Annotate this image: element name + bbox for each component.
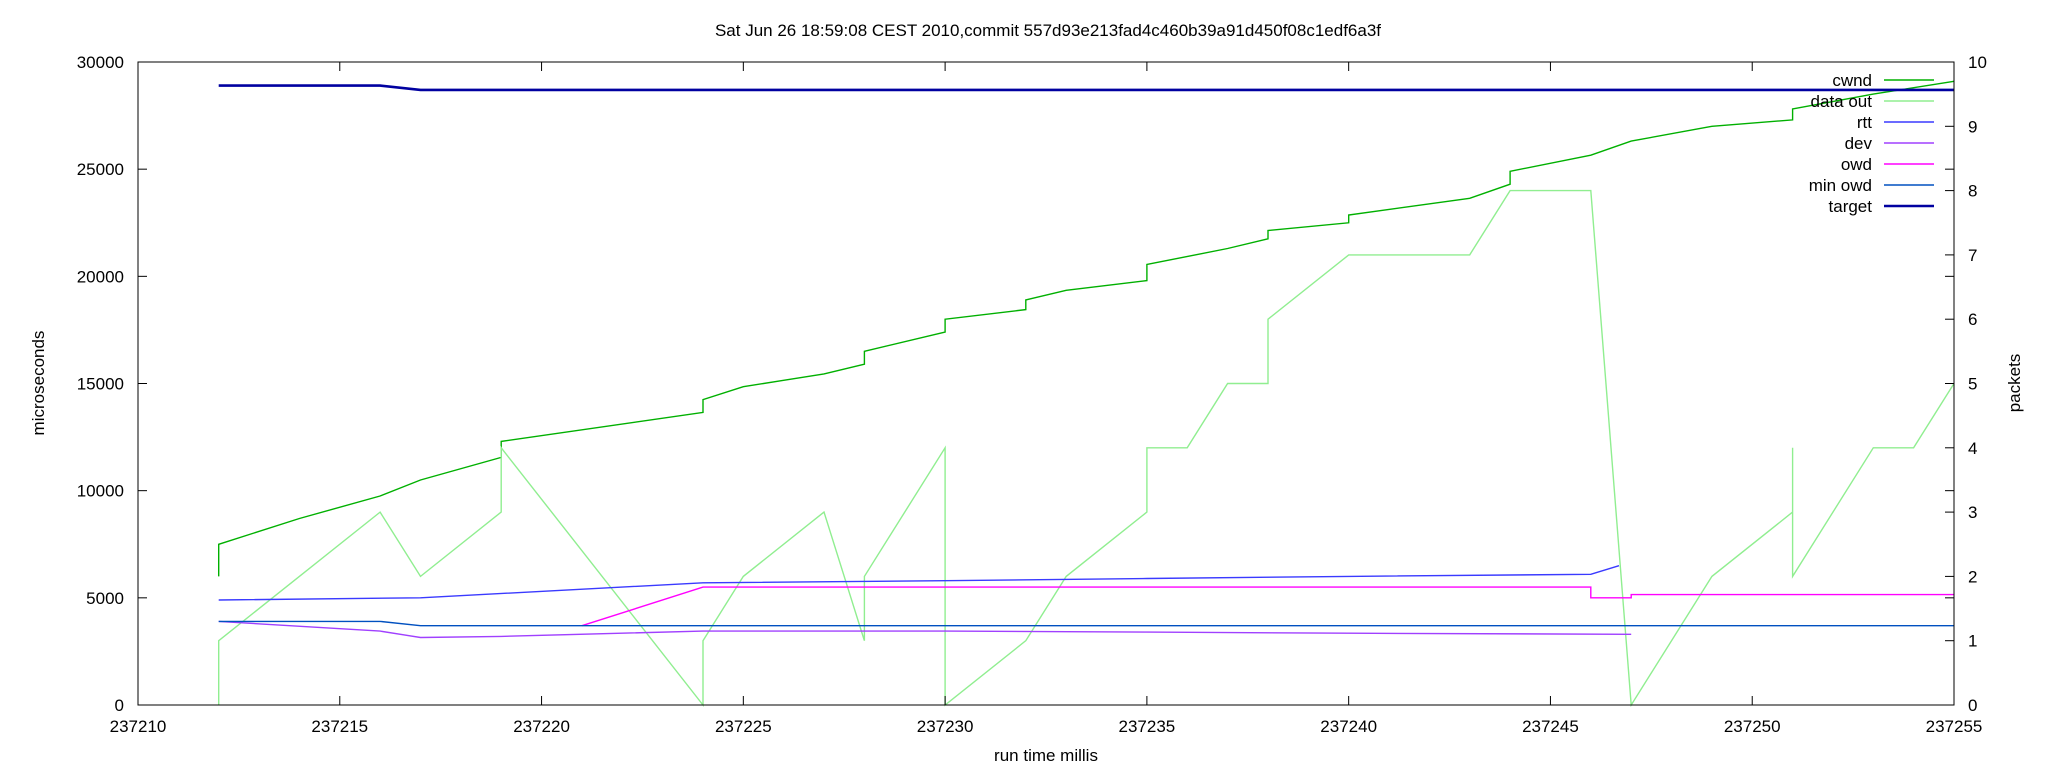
- x-tick-label: 237215: [311, 717, 368, 736]
- y-tick-label: 10000: [77, 482, 124, 501]
- y-tick-label: 15000: [77, 375, 124, 394]
- x-tick-label: 237245: [1522, 717, 1579, 736]
- legend-label-min-owd: min owd: [1809, 176, 1872, 195]
- y2-tick-label: 5: [1968, 375, 1977, 394]
- y-tick-label: 25000: [77, 160, 124, 179]
- y-axis-label: microseconds: [29, 331, 48, 436]
- y2-tick-label: 8: [1968, 182, 1977, 201]
- legend-label-owd: owd: [1841, 155, 1872, 174]
- x-tick-label: 237225: [715, 717, 772, 736]
- y-axis-ticks: 0 5000 10000 15000 20000 25000 30000: [77, 53, 1954, 715]
- y2-tick-label: 1: [1968, 632, 1977, 651]
- legend-label-target: target: [1829, 197, 1873, 216]
- legend-label-rtt: rtt: [1857, 113, 1872, 132]
- x-tick-label: 237210: [110, 717, 167, 736]
- series-line-cwnd: [217, 80, 1955, 577]
- legend-label-dev: dev: [1845, 134, 1873, 153]
- y2-tick-label: 4: [1968, 439, 1977, 458]
- y2-tick-label: 9: [1968, 117, 1977, 136]
- series-line-owd: [581, 586, 1954, 627]
- series-line-target: [218, 84, 1954, 92]
- y-tick-label: 0: [115, 696, 124, 715]
- series-line-min-owd: [218, 620, 1954, 627]
- y-tick-label: 30000: [77, 53, 124, 72]
- plot-lines: [217, 80, 1955, 708]
- y2-tick-label: 10: [1968, 53, 1987, 72]
- x-tick-label: 237230: [917, 717, 974, 736]
- x-tick-label: 237240: [1320, 717, 1377, 736]
- chart-title: Sat Jun 26 18:59:08 CEST 2010,commit 557…: [715, 21, 1381, 40]
- series-line-dev: [218, 620, 1632, 639]
- y2-tick-label: 0: [1968, 696, 1977, 715]
- y-tick-label: 20000: [77, 267, 124, 286]
- series-line-data-out: [217, 189, 1955, 708]
- x-axis-label: run time millis: [994, 746, 1098, 765]
- y2-axis-ticks: 0 1 2 3 4 5 6 7 8 9 10: [1945, 53, 1987, 715]
- y2-axis-label: packets: [2005, 354, 2024, 413]
- y2-tick-label: 3: [1968, 503, 1977, 522]
- y2-tick-label: 7: [1968, 246, 1977, 265]
- x-tick-label: 237235: [1119, 717, 1176, 736]
- x-tick-label: 237250: [1724, 717, 1781, 736]
- series-line-rtt: [218, 565, 1620, 601]
- legend: cwnd data out rtt dev owd min owd target: [1809, 71, 1934, 216]
- legend-label-cwnd: cwnd: [1832, 71, 1872, 90]
- y2-tick-label: 6: [1968, 310, 1977, 329]
- x-tick-label: 237255: [1926, 717, 1983, 736]
- y-tick-label: 5000: [86, 589, 124, 608]
- legend-label-data-out: data out: [1811, 92, 1873, 111]
- x-axis-ticks: 237210 237215 237220 237225 237230 237235 2372…: [110, 62, 1983, 736]
- x-tick-label: 237220: [513, 717, 570, 736]
- y2-tick-label: 2: [1968, 567, 1977, 586]
